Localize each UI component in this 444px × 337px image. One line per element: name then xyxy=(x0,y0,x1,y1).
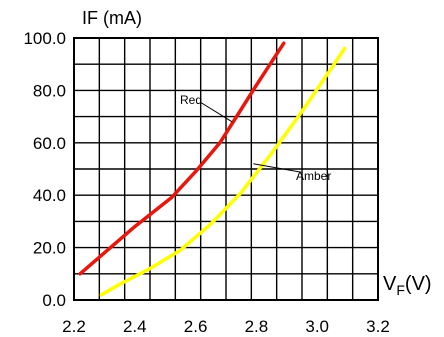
series-line-red xyxy=(78,41,286,276)
y-tick-labels: 0.0 20.0 40.0 60.0 80.0 100.0 xyxy=(23,29,66,310)
y-tick-label: 100.0 xyxy=(23,29,66,48)
y-axis-title: IF (mA) xyxy=(82,8,142,28)
y-tick-label: 60.0 xyxy=(33,134,66,153)
x-tick-label: 2.6 xyxy=(184,317,208,336)
x-tick-label: 2.4 xyxy=(123,317,147,336)
y-tick-label: 0.0 xyxy=(42,291,66,310)
x-tick-label: 2.8 xyxy=(245,317,269,336)
annotation-leader-amber xyxy=(253,163,301,173)
grid xyxy=(74,38,378,300)
y-tick-label: 40.0 xyxy=(33,186,66,205)
plot-frame xyxy=(73,37,379,301)
x-axis-title: VF(V) xyxy=(383,273,432,298)
annotation-amber: Amber xyxy=(296,169,331,183)
annotation-leader-red xyxy=(199,101,233,123)
series-lines xyxy=(78,41,347,297)
x-axis-title-unit: (V) xyxy=(405,273,432,295)
series-line-amber xyxy=(99,46,347,297)
x-tick-label: 3.2 xyxy=(366,317,390,336)
x-tick-label: 3.0 xyxy=(305,317,329,336)
x-axis-title-main: V xyxy=(383,273,397,295)
y-tick-label: 80.0 xyxy=(33,81,66,100)
x-tick-label: 2.2 xyxy=(62,317,86,336)
x-axis-title-sub: F xyxy=(396,282,405,298)
y-tick-label: 20.0 xyxy=(33,239,66,258)
x-tick-labels: 2.2 2.4 2.6 2.8 3.0 3.2 xyxy=(62,317,390,336)
annotation-red: Red xyxy=(180,93,202,107)
annotation-leaders xyxy=(199,101,301,173)
